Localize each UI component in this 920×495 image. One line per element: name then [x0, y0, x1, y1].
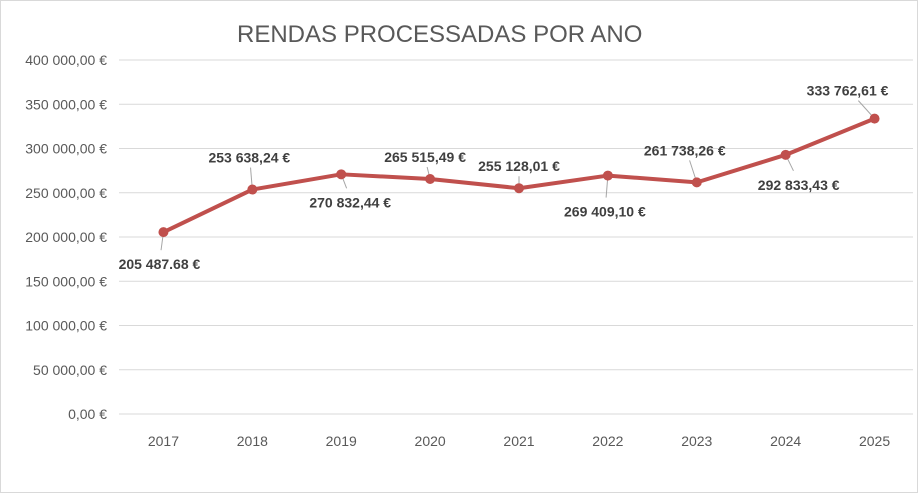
data-label: 265 515,49 € — [384, 149, 466, 165]
y-tick-label: 0,00 € — [68, 406, 107, 422]
x-tick-label: 2018 — [237, 433, 268, 449]
data-point — [247, 184, 258, 195]
x-tick-label: 2019 — [326, 433, 357, 449]
x-tick-label: 2022 — [592, 433, 623, 449]
data-label: 269 409,10 € — [564, 204, 646, 220]
x-tick-label: 2017 — [148, 433, 179, 449]
y-tick-label: 400 000,00 € — [25, 52, 107, 68]
x-tick-label: 2021 — [503, 433, 534, 449]
data-point — [336, 169, 347, 180]
series-line — [161, 116, 877, 235]
data-point — [158, 227, 169, 238]
x-tick-label: 2023 — [681, 433, 712, 449]
data-label: 292 833,43 € — [758, 177, 840, 193]
data-label: 205 487.68 € — [119, 256, 201, 272]
data-point — [425, 174, 436, 185]
data-point — [514, 183, 524, 194]
data-point — [780, 149, 791, 160]
y-tick-label: 350 000,00 € — [25, 96, 107, 112]
y-tick-label: 300 000,00 € — [25, 141, 107, 157]
y-tick-label: 150 000,00 € — [25, 273, 107, 289]
data-label: 255 128,01 € — [478, 158, 560, 174]
chart-title: RENDAS PROCESSADAS POR ANO — [237, 21, 643, 48]
x-tick-label: 2020 — [415, 433, 446, 449]
y-tick-label: 250 000,00 € — [25, 185, 107, 201]
data-point — [869, 113, 880, 124]
x-tick-label: 2024 — [770, 433, 801, 449]
data-label: 261 738,26 € — [644, 142, 726, 158]
data-label: 253 638,24 € — [208, 150, 290, 166]
y-tick-label: 200 000,00 € — [25, 229, 107, 245]
data-label: 333 762,61 € — [807, 83, 889, 99]
data-label: 270 832,44 € — [309, 194, 391, 210]
x-tick-label: 2025 — [859, 433, 890, 449]
y-tick-label: 50 000,00 € — [33, 362, 107, 378]
data-point — [602, 170, 613, 181]
data-point — [691, 177, 702, 188]
y-tick-label: 100 000,00 € — [25, 318, 107, 334]
